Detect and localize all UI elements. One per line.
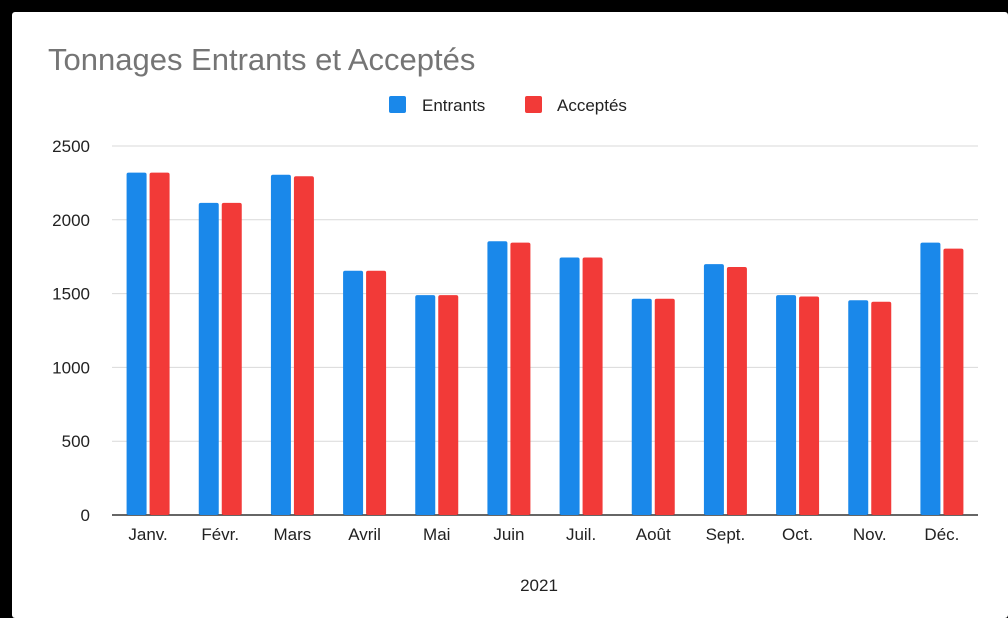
bar-entrants (487, 241, 508, 515)
x-axis-label: 2021 (520, 576, 558, 595)
y-tick-label: 2000 (52, 211, 90, 230)
x-tick-label: Sept. (706, 525, 746, 544)
bar-acceptes (366, 270, 387, 515)
bar-entrants (198, 202, 219, 516)
bar-acceptes (799, 296, 820, 515)
legend-swatch (389, 96, 406, 113)
legend: Entrants Acceptés (389, 96, 627, 115)
bars (126, 172, 964, 516)
bar-acceptes (871, 301, 892, 515)
bar-entrants (126, 172, 147, 515)
y-tick-label: 0 (81, 506, 90, 525)
x-tick-label: Juin (493, 525, 524, 544)
x-tick-label: Févr. (201, 525, 239, 544)
bar-acceptes (293, 176, 314, 515)
legend-label: Entrants (422, 96, 485, 115)
x-tick-label: Avril (348, 525, 381, 544)
bar-entrants (559, 257, 580, 515)
bar-acceptes (149, 172, 170, 515)
x-tick-label: Janv. (128, 525, 167, 544)
legend-label: Acceptés (557, 96, 627, 115)
chart-frame: Tonnages Entrants et Acceptés Entrants Ac… (12, 12, 1008, 618)
x-tick-label: Nov. (853, 525, 887, 544)
y-axis-ticks: 0 500 1000 1500 2000 2500 (52, 137, 90, 525)
bar-entrants (270, 174, 291, 516)
gridlines (112, 145, 978, 516)
chart-title: Tonnages Entrants et Acceptés (48, 42, 475, 77)
y-tick-label: 1500 (52, 285, 90, 304)
y-tick-label: 500 (62, 432, 90, 451)
bar-acceptes (943, 248, 964, 515)
bar-acceptes (654, 298, 675, 515)
y-tick-label: 1000 (52, 358, 90, 377)
bar-entrants (920, 242, 941, 516)
y-tick-label: 2500 (52, 137, 90, 156)
bar-acceptes (726, 267, 747, 515)
x-tick-label: Août (636, 525, 671, 544)
bar-entrants (343, 270, 364, 515)
x-tick-label: Mai (423, 525, 450, 544)
x-tick-label: Déc. (924, 525, 959, 544)
x-tick-label: Mars (274, 525, 312, 544)
bar-acceptes (221, 202, 242, 516)
bar-chart: Tonnages Entrants et Acceptés Entrants Ac… (48, 42, 978, 595)
legend-swatch (525, 96, 542, 113)
bar-acceptes (582, 257, 603, 515)
bar-acceptes (510, 242, 531, 516)
bar-entrants (415, 295, 436, 515)
bar-entrants (848, 300, 869, 515)
bar-entrants (631, 298, 652, 515)
x-axis-ticks: Janv. Févr. Mars Avril Mai Juin Juil. Août Sept.… (128, 525, 959, 544)
x-tick-label: Oct. (782, 525, 813, 544)
x-tick-label: Juil. (566, 525, 596, 544)
bar-entrants (776, 295, 797, 515)
bar-acceptes (438, 295, 459, 515)
bar-entrants (703, 264, 724, 515)
